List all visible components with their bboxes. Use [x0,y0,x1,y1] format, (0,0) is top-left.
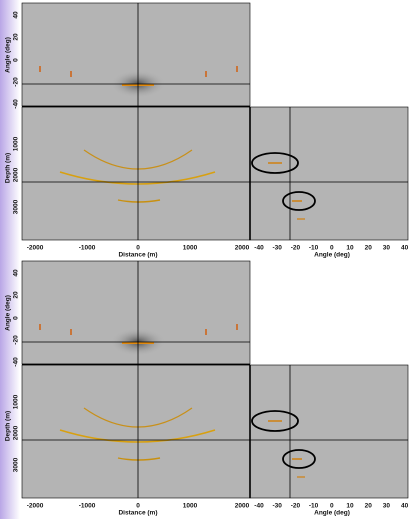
gather-tick-label: 10 [346,245,354,252]
gather-tick-label: -20 [291,503,301,510]
gather-tick-label: 40 [401,245,409,252]
depth-panel [22,365,250,498]
angle-tick-label: -20 [13,77,20,87]
depth-tick-label: 2000 [13,425,20,440]
distance-tick-label: -1000 [79,503,96,510]
gather-tick-label: -40 [254,503,264,510]
angle-axis-label: Angle (deg) [5,37,12,73]
angle-tick-label: 0 [13,316,20,320]
distance-axis-label: Distance (m) [118,510,157,517]
distance-tick-label: -1000 [79,245,96,252]
angle-tick-label: -40 [13,99,20,109]
gather-tick-label: -20 [291,245,301,252]
distance-tick-label: -2000 [27,245,44,252]
gather-tick-label: -10 [309,245,319,252]
distance-tick-label: 0 [136,245,140,252]
depth-tick-label: 2000 [13,167,20,182]
depth-axis-label: Depth (m) [5,411,12,441]
depth-tick-label: 3000 [13,457,20,472]
gather-tick-label: 30 [383,245,391,252]
angle-tick-label: -40 [13,357,20,367]
depth-tick-label: 1000 [13,394,20,409]
angle-tick-label: -20 [13,335,20,345]
gather-tick-label: 10 [346,503,354,510]
gather-tick-label: 30 [383,503,391,510]
distance-tick-label: 1000 [183,503,198,510]
depth-axis-label: Depth (m) [5,153,12,183]
gather-tick-label: 40 [401,503,409,510]
angle-axis-label: Angle (deg) [5,295,12,331]
distance-tick-label: -2000 [27,503,44,510]
distance-tick-label: 2000 [235,245,250,252]
gather-tick-label: -30 [272,503,282,510]
depth-tick-label: 3000 [13,199,20,214]
distance-tick-label: 0 [136,503,140,510]
distance-axis-label: Distance (m) [118,252,157,259]
depth-panel [22,107,250,240]
gather-tick-label: -10 [309,503,319,510]
gather-tick-label: 0 [330,503,334,510]
gather-axis-label: Angle (deg) [314,510,350,517]
gather-axis-label: Angle (deg) [314,252,350,259]
angle-tick-label: 20 [13,291,20,299]
figure: 40200-20-40Angle (deg)100020003000Depth … [0,0,411,519]
angle-tick-label: 40 [13,11,20,19]
depth-tick-label: 1000 [13,136,20,151]
angle-tick-label: 20 [13,33,20,41]
gather-tick-label: 20 [365,245,373,252]
distance-tick-label: 2000 [235,503,250,510]
gather-tick-label: -40 [254,245,264,252]
angle-tick-label: 0 [13,58,20,62]
gather-tick-label: 20 [365,503,373,510]
angle-tick-label: 40 [13,269,20,277]
distance-tick-label: 1000 [183,245,198,252]
gather-tick-label: 0 [330,245,334,252]
gather-tick-label: -30 [272,245,282,252]
